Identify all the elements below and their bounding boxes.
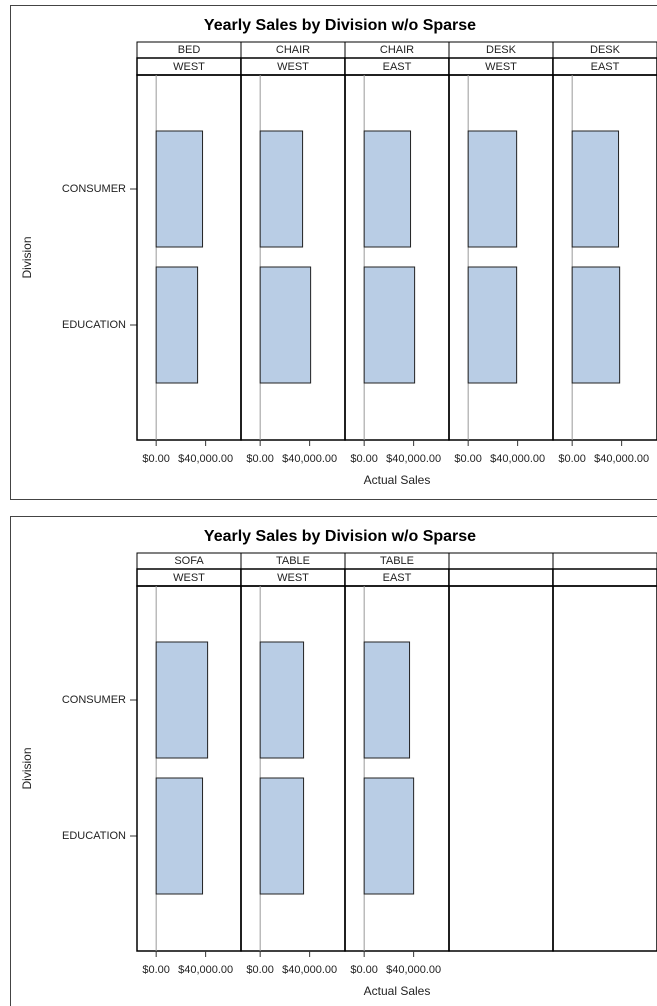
bar — [155, 777, 204, 895]
x-tick-label: $0.00 — [142, 453, 170, 465]
panel-header: DESK — [590, 44, 621, 56]
x-tick-label: $0.00 — [246, 964, 274, 976]
bar — [571, 266, 621, 384]
panel — [344, 74, 450, 441]
chart-title: Yearly Sales by Division w/o Sparse — [204, 17, 476, 34]
header-cell — [552, 568, 657, 587]
header-cell — [552, 552, 657, 570]
bar — [571, 130, 620, 248]
x-tick-label: $40,000.00 — [282, 453, 337, 465]
y-tick-label: CONSUMER — [62, 694, 126, 706]
panel — [448, 585, 554, 952]
bar — [155, 130, 204, 248]
panel — [448, 74, 554, 441]
x-tick-label: $0.00 — [350, 453, 378, 465]
x-tick-label: $40,000.00 — [386, 453, 441, 465]
x-tick-label: $0.00 — [454, 453, 482, 465]
bar — [155, 641, 209, 759]
chart-frame — [10, 5, 657, 500]
panel — [240, 585, 346, 952]
panel — [240, 74, 346, 441]
bar — [259, 130, 304, 248]
panel-header: WEST — [277, 61, 309, 73]
panel — [136, 74, 242, 441]
panel — [136, 585, 242, 952]
bar — [155, 266, 199, 384]
bar — [259, 641, 305, 759]
chart-frame — [10, 516, 657, 1006]
panel-header: WEST — [485, 61, 517, 73]
panel — [344, 585, 450, 952]
bar — [259, 266, 312, 384]
y-axis-label: Division — [20, 747, 34, 789]
x-tick-label: $0.00 — [558, 453, 586, 465]
x-axis-label: Actual Sales — [364, 473, 431, 487]
bar — [363, 777, 415, 895]
y-axis-label: Division — [20, 236, 34, 278]
x-tick-label: $40,000.00 — [282, 964, 337, 976]
panel-header: BED — [178, 44, 201, 56]
x-tick-label: $40,000.00 — [178, 453, 233, 465]
x-tick-label: $40,000.00 — [178, 964, 233, 976]
bar — [363, 130, 412, 248]
x-tick-label: $0.00 — [350, 964, 378, 976]
panel-header: TABLE — [380, 555, 414, 567]
panel-header: WEST — [173, 61, 205, 73]
y-tick-label: EDUCATION — [62, 830, 126, 842]
panel-header: CHAIR — [380, 44, 414, 56]
x-axis-label: Actual Sales — [364, 984, 431, 998]
panel — [552, 74, 657, 441]
header-cell — [448, 568, 554, 587]
panel-header: WEST — [173, 572, 205, 584]
panel-header: EAST — [591, 61, 620, 73]
panel-header: DESK — [486, 44, 517, 56]
panel-header: TABLE — [276, 555, 310, 567]
x-tick-label: $40,000.00 — [490, 453, 545, 465]
chart-title: Yearly Sales by Division w/o Sparse — [204, 528, 476, 545]
bar — [363, 641, 411, 759]
y-tick-label: CONSUMER — [62, 183, 126, 195]
bar — [363, 266, 416, 384]
panel-header: CHAIR — [276, 44, 310, 56]
panel-header: SOFA — [174, 555, 204, 567]
panel-header: WEST — [277, 572, 309, 584]
x-tick-label: $0.00 — [246, 453, 274, 465]
bar — [259, 777, 305, 895]
panel — [552, 585, 657, 952]
bar — [467, 130, 518, 248]
x-tick-label: $40,000.00 — [594, 453, 649, 465]
x-tick-label: $0.00 — [142, 964, 170, 976]
x-tick-label: $40,000.00 — [386, 964, 441, 976]
header-cell — [448, 552, 554, 570]
bar — [467, 266, 518, 384]
panel-header: EAST — [383, 61, 412, 73]
panel-header: EAST — [383, 572, 412, 584]
y-tick-label: EDUCATION — [62, 319, 126, 331]
